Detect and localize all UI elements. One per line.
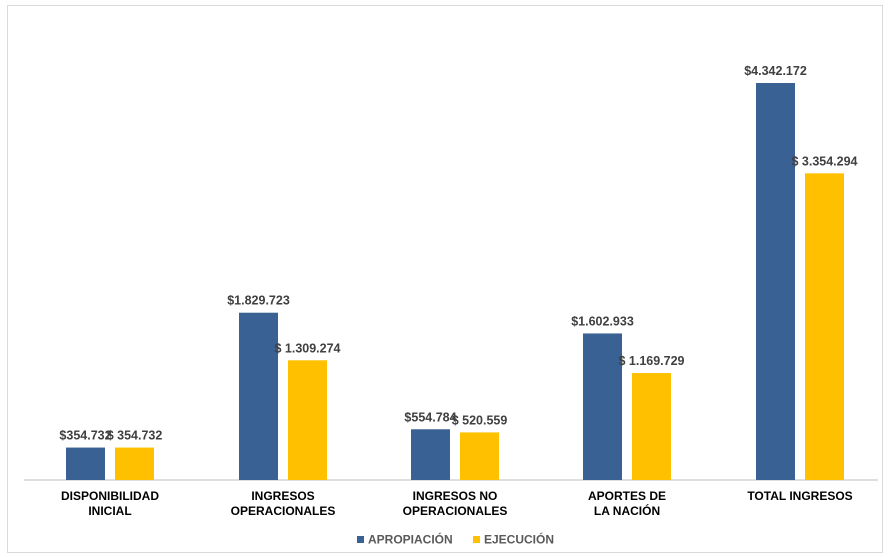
category-label-0-line-0: DISPONIBILIDAD <box>61 489 159 503</box>
value-label-apropiacion-3: $1.602.933 <box>571 314 634 328</box>
category-label-3-line-1: LA NACIÓN <box>594 503 660 518</box>
category-label-2-line-0: INGRESOS NO <box>413 489 498 503</box>
legend-label-apropiacion: APROPIACIÓN <box>368 532 453 547</box>
value-label-apropiacion-2: $554.784 <box>404 410 456 424</box>
bar-apropiacion-1 <box>239 312 278 480</box>
bar-ejecucion-3 <box>632 373 671 480</box>
value-label-ejecucion-4: $ 3.354.294 <box>791 154 857 168</box>
category-label-3-line-0: APORTES DE <box>588 489 666 503</box>
category-label-4-line-0: TOTAL INGRESOS <box>747 489 852 503</box>
category-label-1-line-0: INGRESOS <box>251 489 314 503</box>
legend-swatch-apropiacion <box>357 536 364 543</box>
value-label-ejecucion-3: $ 1.169.729 <box>618 354 684 368</box>
bar-apropiacion-4 <box>756 83 795 480</box>
bars-group <box>66 83 844 480</box>
bar-ejecucion-1 <box>288 360 327 480</box>
bar-ejecucion-2 <box>460 432 499 480</box>
category-label-0-line-1: INICIAL <box>88 504 131 518</box>
value-label-apropiacion-0: $354.732 <box>59 429 111 443</box>
legend-swatch-ejecucion <box>473 536 480 543</box>
value-label-ejecucion-2: $ 520.559 <box>452 413 508 427</box>
category-labels-group: DISPONIBILIDADINICIALINGRESOSOPERACIONAL… <box>61 489 853 518</box>
value-label-apropiacion-4: $4.342.172 <box>744 64 807 78</box>
bar-ejecucion-4 <box>805 173 844 480</box>
value-label-ejecucion-1: $ 1.309.274 <box>274 341 340 355</box>
category-label-2-line-1: OPERACIONALES <box>403 504 508 518</box>
bar-apropiacion-3 <box>583 333 622 480</box>
value-labels-group: $354.732$ 354.732 $1.829.723 $ 1.309.274 $5… <box>59 64 857 443</box>
bar-ejecucion-0 <box>115 447 154 480</box>
category-label-1-line-1: OPERACIONALES <box>231 504 336 518</box>
bar-apropiacion-2 <box>411 429 450 480</box>
legend: APROPIACIÓN EJECUCIÓN <box>357 532 554 547</box>
value-label-ejecucion-0: $ 354.732 <box>107 429 163 443</box>
legend-label-ejecucion: EJECUCIÓN <box>484 532 554 547</box>
value-label-apropiacion-1: $1.829.723 <box>227 294 290 308</box>
bar-apropiacion-0 <box>66 447 105 480</box>
